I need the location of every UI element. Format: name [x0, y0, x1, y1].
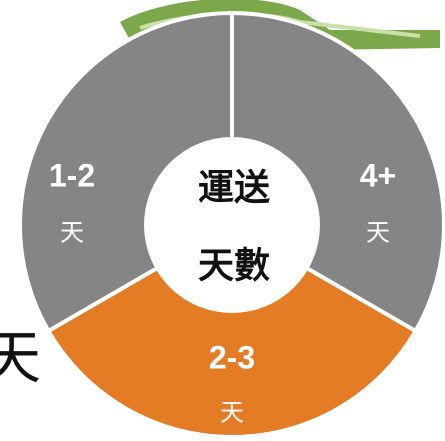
- segment-range: 4+: [360, 157, 396, 193]
- center-circle: [144, 137, 320, 313]
- segment-unit: 天: [60, 219, 84, 246]
- center-title: 天數: [198, 245, 270, 286]
- segment-unit: 天: [220, 399, 244, 426]
- center-title: 運送: [198, 167, 270, 208]
- segment-range: 2-3: [209, 339, 255, 375]
- segment-range: 1-2: [49, 157, 95, 193]
- stray-text: 天: [0, 325, 41, 390]
- segment-unit: 天: [366, 219, 390, 246]
- segment-bottom: [45, 222, 419, 439]
